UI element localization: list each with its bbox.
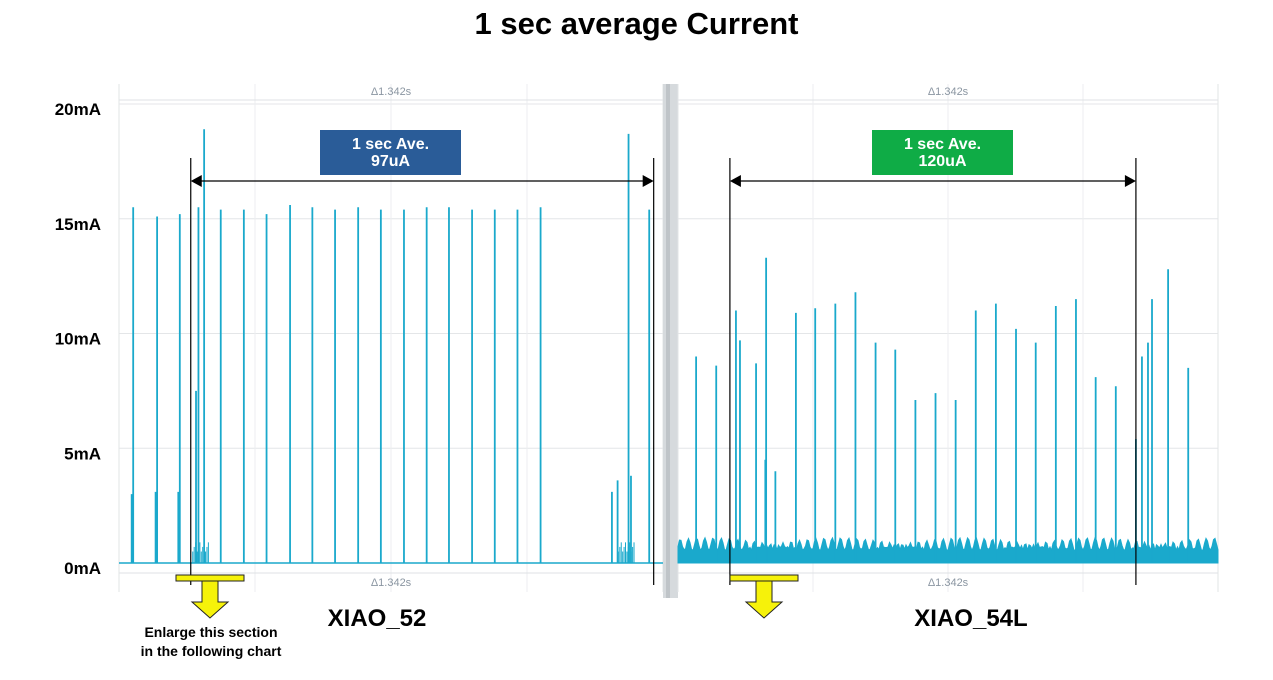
splitter [663, 84, 678, 598]
yellow-bracket [175, 574, 245, 582]
arrowhead-right [1124, 175, 1136, 187]
yellow-arrow [190, 580, 230, 619]
panel-xiao-52: Δ1.342s Δ1.342s 1 sec Ave.97uA XIAO_52 [118, 84, 664, 632]
enlarge-note: in the following chart [141, 643, 282, 659]
delta-label: Δ1.342s [928, 577, 969, 589]
chart-title: 1 sec average Current [474, 6, 799, 41]
y-tick-label: 10mA [55, 330, 101, 349]
average-label: 120uA [918, 153, 966, 170]
panel-xiao-54l: Δ1.342s Δ1.342s 1 sec Ave.120uA XIAO_54L [677, 84, 1219, 632]
y-tick-label: 15mA [55, 215, 101, 234]
average-label: 1 sec Ave. [352, 136, 429, 153]
enlarge-note: Enlarge this section [144, 624, 277, 640]
arrowhead-left [190, 175, 202, 187]
splitter-shade [666, 84, 670, 598]
delta-label: Δ1.342s [371, 577, 412, 589]
y-tick-label: 5mA [64, 444, 101, 463]
delta-label: Δ1.342s [371, 86, 412, 98]
yellow-bracket [729, 574, 799, 582]
panel-caption: XIAO_54L [914, 605, 1027, 632]
arrowhead-left [729, 175, 741, 187]
average-box [872, 130, 1013, 175]
y-axis: 20mA 15mA 10mA 5mA 0mA [55, 100, 101, 578]
average-box [320, 130, 461, 175]
y-tick-label: 20mA [55, 100, 101, 119]
panel-caption: XIAO_52 [328, 605, 427, 632]
delta-label: Δ1.342s [928, 86, 969, 98]
annotation-notes: Enlarge this section in the following ch… [141, 624, 282, 659]
y-tick-label: 0mA [64, 559, 101, 578]
panel-separator [663, 84, 678, 598]
average-label: 97uA [371, 153, 411, 170]
baseline-noise [677, 536, 1219, 564]
yellow-arrow [744, 580, 784, 619]
average-label: 1 sec Ave. [904, 136, 981, 153]
arrowhead-right [642, 175, 654, 187]
